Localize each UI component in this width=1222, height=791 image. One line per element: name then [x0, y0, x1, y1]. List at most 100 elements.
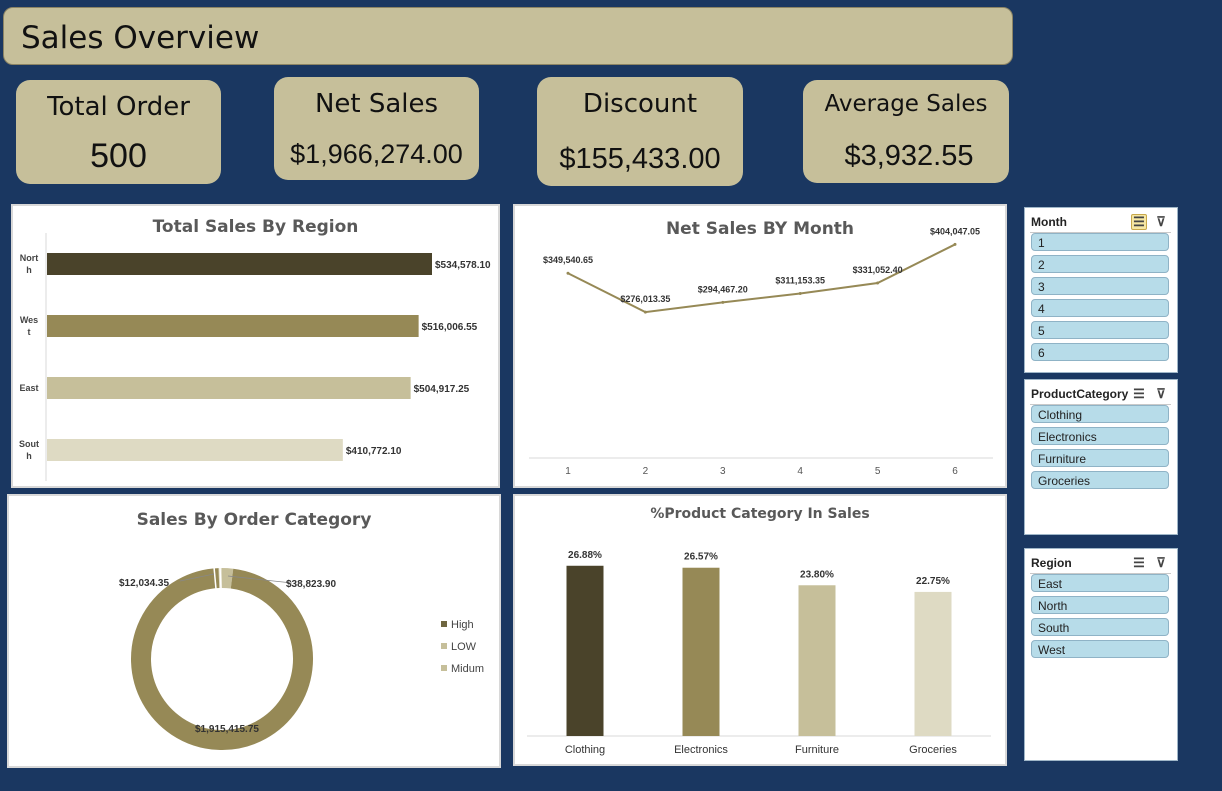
data-label: $276,013.35 — [620, 294, 670, 304]
leader-line — [227, 575, 293, 584]
bar-clothing — [566, 565, 604, 736]
multi-select-icon[interactable]: ☰ — [1133, 555, 1145, 570]
slicer-item-region[interactable]: East — [1031, 574, 1169, 592]
bar-groceries — [914, 591, 952, 736]
category-label: Wes — [20, 315, 38, 325]
data-label: $516,006.55 — [422, 322, 478, 333]
category-label: East — [19, 383, 38, 393]
chart-title: Sales By Order Category — [136, 510, 372, 530]
data-point — [643, 310, 647, 314]
chart-title: %Product Category In Sales — [650, 506, 870, 522]
x-tick-label: 2 — [643, 466, 649, 477]
legend-marker — [441, 643, 447, 649]
multi-select-icon[interactable]: ☰ — [1131, 214, 1147, 230]
slicer-item-region[interactable]: South — [1031, 618, 1169, 636]
data-label: $12,034.35 — [119, 578, 169, 589]
clear-filter-icon[interactable]: ⊽ — [1156, 214, 1166, 229]
region-bar-chart: $534,578.10 Nort h $516,006.55 Wes t $504,917.… — [19, 233, 491, 481]
slicer-header: Region ☰ ⊽ — [1030, 553, 1171, 574]
data-label: $534,578.10 — [435, 260, 491, 271]
data-label: 26.88% — [568, 550, 602, 561]
x-tick-label: 6 — [952, 466, 958, 477]
legend-label: Midum — [451, 663, 484, 675]
data-point — [953, 242, 957, 246]
data-label: $311,153.35 — [775, 276, 825, 286]
data-label: $410,772.10 — [346, 446, 402, 457]
series-line — [567, 243, 956, 314]
kpi-total-order: Total Order 500 — [16, 80, 221, 184]
legend-marker — [441, 665, 447, 671]
kpi-value: $3,932.55 — [844, 140, 974, 172]
chart-title: Net Sales BY Month — [665, 219, 855, 239]
kpi-label: Net Sales — [314, 89, 439, 119]
order-category-donut-chart: $12,034.35 $38,823.90 $1,915,415.75 High LOW… — [119, 566, 484, 750]
data-label: $331,052.40 — [853, 265, 903, 275]
legend-label: LOW — [451, 641, 477, 653]
bar-west — [47, 315, 419, 337]
category-label: Clothing — [565, 744, 605, 756]
slice-separator — [219, 566, 222, 590]
slicer-item-month[interactable]: 5 — [1031, 321, 1169, 339]
kpi-label: Discount — [582, 89, 698, 119]
data-label: 22.75% — [916, 576, 950, 587]
data-label: 26.57% — [684, 552, 718, 563]
data-point — [566, 271, 570, 275]
data-label: 23.80% — [800, 569, 834, 580]
clear-filter-icon[interactable]: ⊽ — [1156, 555, 1166, 570]
slicer-item-month[interactable]: 6 — [1031, 343, 1169, 361]
multi-select-icon[interactable]: ☰ — [1133, 386, 1145, 401]
data-point — [721, 300, 725, 304]
slicer-item-month[interactable]: 1 — [1031, 233, 1169, 251]
slicer-title: Region — [1031, 556, 1072, 570]
month-line-chart: $349,540.65 1 $276,013.35 2 $294,467.20 3 $311… — [529, 226, 993, 477]
slicer-title: ProductCategory — [1031, 387, 1129, 401]
bar-furniture — [798, 585, 836, 736]
product-category-slicer: ProductCategory ☰ ⊽ Clothing Electronics F… — [1024, 379, 1178, 535]
region-slicer: Region ☰ ⊽ East North South West — [1024, 548, 1178, 761]
slicer-item-month[interactable]: 4 — [1031, 299, 1169, 317]
category-label: Groceries — [909, 744, 957, 756]
category-label: Sout — [19, 439, 39, 449]
slicer-item-region[interactable]: North — [1031, 596, 1169, 614]
product-category-bar-chart: 26.88% Clothing 26.57% Electronics 23.80% Fur… — [527, 550, 991, 756]
category-label: h — [26, 265, 32, 275]
kpi-average-sales: Average Sales $3,932.55 — [803, 80, 1009, 183]
slicer-item-month[interactable]: 3 — [1031, 277, 1169, 295]
data-label: $294,467.20 — [698, 284, 748, 294]
data-label: $504,917.25 — [414, 384, 470, 395]
kpi-net-sales: Net Sales $1,966,274.00 — [274, 77, 479, 180]
data-label: $38,823.90 — [286, 579, 336, 590]
x-tick-label: 1 — [565, 466, 571, 477]
page-title: Sales Overview — [21, 20, 260, 56]
chart-title: Total Sales By Region — [152, 217, 359, 237]
kpi-discount: Discount $155,433.00 — [537, 77, 743, 186]
category-label: h — [26, 451, 32, 461]
slicer-item-category[interactable]: Clothing — [1031, 405, 1169, 423]
slicer-item-region[interactable]: West — [1031, 640, 1169, 658]
slicer-item-category[interactable]: Furniture — [1031, 449, 1169, 467]
legend-label: High — [451, 619, 474, 631]
data-label: $349,540.65 — [543, 255, 593, 265]
category-label: Furniture — [795, 744, 839, 756]
bar-south — [47, 439, 343, 461]
month-chart-panel: Net Sales BY Month $349,540.65 1 $276,013.… — [513, 204, 1007, 488]
bar-electronics — [682, 567, 720, 736]
category-label: Nort — [20, 253, 39, 263]
product-category-panel: %Product Category In Sales 26.88% Clothin… — [513, 494, 1007, 766]
slicer-item-category[interactable]: Electronics — [1031, 427, 1169, 445]
bar-east — [47, 377, 411, 399]
bar-north — [47, 253, 432, 275]
clear-filter-icon[interactable]: ⊽ — [1156, 386, 1166, 401]
order-category-panel: Sales By Order Category $12,034.35 $38,82… — [7, 494, 501, 768]
data-point — [876, 281, 880, 285]
kpi-label: Total Order — [47, 92, 190, 122]
data-label: $404,047.05 — [930, 226, 980, 236]
slicer-header: ProductCategory ☰ ⊽ — [1030, 384, 1171, 405]
dashboard-title-bar: Sales Overview — [3, 7, 1013, 65]
slicer-item-month[interactable]: 2 — [1031, 255, 1169, 273]
data-label: $1,915,415.75 — [195, 724, 259, 735]
x-tick-label: 4 — [797, 466, 803, 477]
slicer-item-category[interactable]: Groceries — [1031, 471, 1169, 489]
category-label: t — [28, 327, 31, 337]
x-tick-label: 5 — [875, 466, 881, 477]
